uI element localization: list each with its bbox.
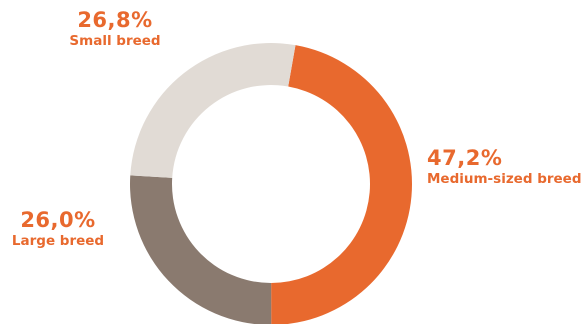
slice-value-medium-breed: 47,2% — [427, 146, 503, 170]
donut-slice-large-breed — [130, 175, 272, 324]
slice-label-small-breed: 26,8% Small breed — [66, 8, 164, 49]
slice-label-large-breed: 26,0% Large breed — [10, 208, 106, 249]
donut-slice-small-breed — [130, 43, 296, 178]
donut-slice-medium-sized-breed — [271, 45, 412, 324]
slice-value-large-breed: 26,0% — [20, 208, 96, 232]
slice-name-small-breed: Small breed — [69, 33, 161, 49]
slice-label-medium-breed: 47,2% Medium-sized breed — [427, 146, 582, 187]
slice-name-large-breed: Large breed — [11, 233, 105, 249]
donut-slices — [130, 43, 412, 324]
slice-name-medium-breed: Medium-sized breed — [427, 171, 582, 187]
slice-value-small-breed: 26,8% — [77, 8, 153, 32]
